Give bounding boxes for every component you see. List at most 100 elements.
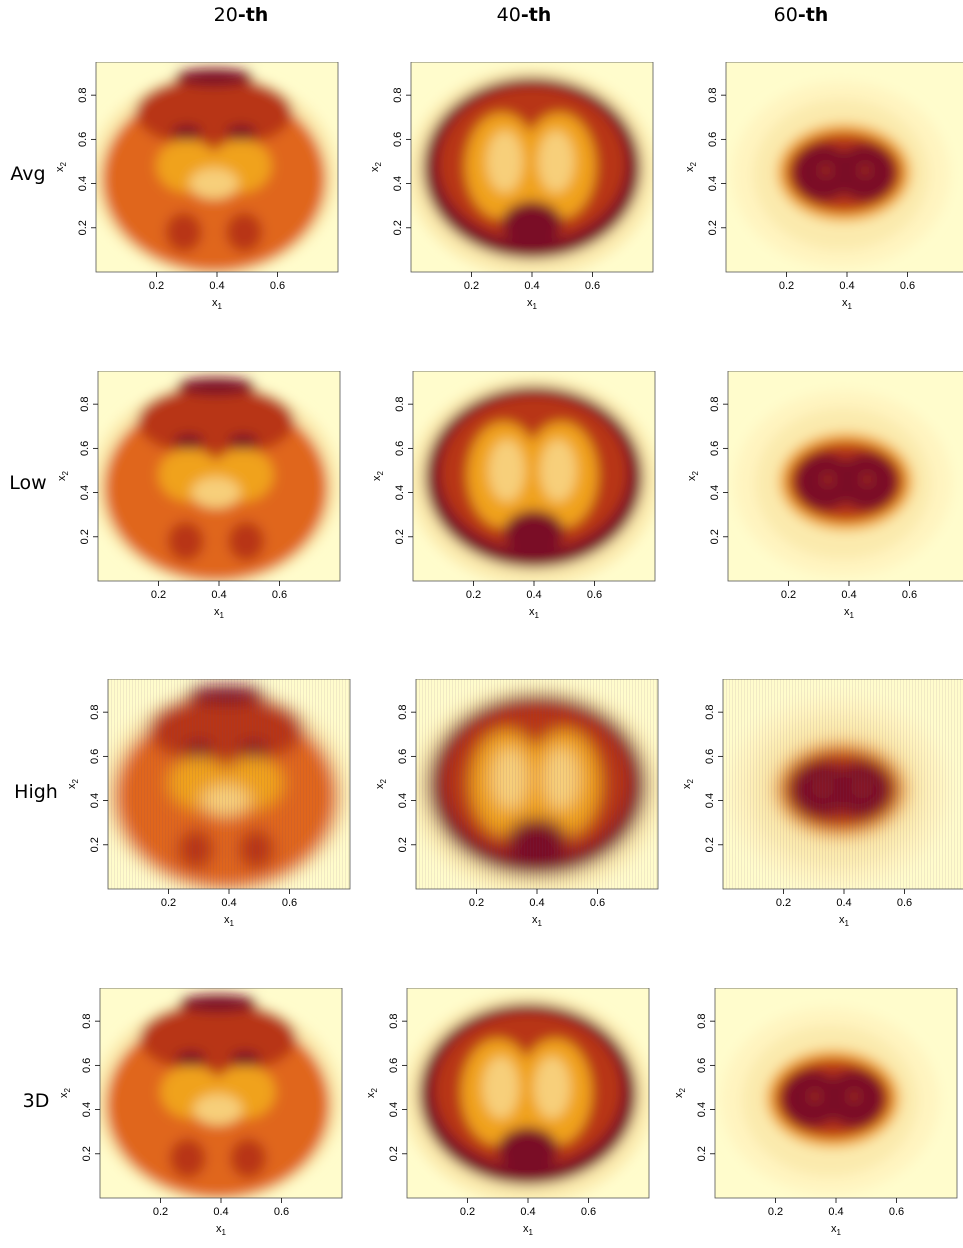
left-core	[488, 439, 525, 502]
row-label-avg: Avg	[10, 163, 46, 185]
x-tick-label: 0.6	[581, 1206, 596, 1218]
x-axis-subscript: 1	[538, 919, 543, 928]
y-tick-label: 0.2	[394, 529, 406, 544]
left-spot	[823, 474, 833, 484]
x-tick-label: 0.4	[841, 589, 856, 601]
heatmap-panel-avg-40: 0.2 0.4 0.6 0.2 0.4 0.6 0.8 x1 x2	[369, 62, 654, 311]
x-tick-label: 0.2	[768, 1206, 783, 1218]
heatmap-panel-low-20: 0.2 0.4 0.6 0.2 0.4 0.6 0.8 x1 x2	[56, 371, 341, 620]
top-dark	[178, 994, 258, 1013]
column-header-num: 40	[496, 4, 521, 26]
x-tick-label: 0.4	[524, 280, 539, 292]
x-tick-label: 0.4	[211, 589, 226, 601]
x-axis-label: x1	[214, 606, 225, 620]
y-tick-label: 0.6	[707, 132, 719, 147]
row-label-3d: 3D	[22, 1090, 50, 1112]
x-axis-label: x1	[842, 297, 853, 311]
x-tick-label: 0.2	[161, 897, 176, 909]
x-axis-label: x1	[224, 914, 235, 928]
y-axis-label: x2	[681, 778, 695, 789]
right-lower-lobe	[228, 521, 265, 562]
y-axis-subscript: 2	[71, 778, 80, 783]
x-tick-label: 0.4	[526, 589, 541, 601]
x-axis-subscript: 1	[837, 1228, 842, 1237]
y-tick-label: 0.2	[392, 220, 404, 235]
row-label-low: Low	[9, 472, 47, 494]
heatmap-panel-high-60: 0.2 0.4 0.6 0.2 0.4 0.6 0.8 x1 x2	[681, 679, 963, 928]
x-tick-label: 0.2	[460, 1206, 475, 1218]
y-tick-label: 0.4	[696, 1102, 708, 1117]
y-tick-label: 0.8	[79, 397, 91, 412]
x-tick-label: 0.6	[897, 897, 912, 909]
heatmap-panel-low-40: 0.2 0.4 0.6 0.2 0.4 0.6 0.8 x1 x2	[371, 371, 656, 620]
y-tick-label: 0.2	[388, 1146, 400, 1161]
x-tick-label: 0.4	[221, 897, 236, 909]
posterior-dark	[497, 1127, 559, 1172]
y-axis-label: x2	[369, 161, 383, 172]
y-tick-label: 0.4	[397, 793, 409, 808]
y-axis-subscript: 2	[63, 1087, 72, 1092]
y-axis-label: x2	[54, 161, 68, 172]
y-axis-subscript: 2	[59, 161, 68, 166]
y-axis-subscript: 2	[379, 778, 388, 783]
x-tick-label: 0.6	[900, 280, 915, 292]
y-tick-label: 0.8	[709, 397, 721, 412]
heatmap-panel-low-60: 0.2 0.4 0.6 0.2 0.4 0.6 0.8 x1 x2	[686, 371, 963, 620]
left-core	[486, 130, 523, 193]
x-tick-label: 0.2	[779, 280, 794, 292]
right-lower-lobe	[226, 212, 263, 253]
x-tick-label: 0.4	[209, 280, 224, 292]
right-core	[538, 130, 575, 193]
x-tick-label: 0.4	[529, 897, 544, 909]
x-axis-label: x1	[831, 1223, 842, 1237]
heatmap-layer	[96, 68, 338, 272]
heatmap-panel-3d-60: 0.2 0.4 0.6 0.2 0.4 0.6 0.8 x1 x2	[673, 988, 958, 1237]
y-axis-subscript: 2	[678, 1087, 687, 1092]
x-axis-label: x1	[212, 297, 223, 311]
y-tick-label: 0.6	[696, 1058, 708, 1073]
y-tick-label: 0.8	[77, 88, 89, 103]
hatch-overlay	[108, 679, 350, 889]
frontal-region	[139, 1003, 297, 1075]
x-axis-label: x1	[839, 914, 850, 928]
y-axis-subscript: 2	[370, 1087, 379, 1092]
y-tick-label: 0.8	[394, 397, 406, 412]
heatmap-layer	[721, 1007, 939, 1194]
x-tick-label: 0.6	[272, 589, 287, 601]
x-tick-label: 0.4	[828, 1206, 843, 1218]
hatch-overlay	[723, 679, 963, 889]
column-header-suffix: -th	[797, 4, 829, 26]
x-tick-label: 0.2	[464, 280, 479, 292]
heatmap-layer	[407, 994, 649, 1198]
y-tick-label: 0.8	[89, 705, 101, 720]
heatmap-layer	[734, 390, 952, 577]
x-axis-subscript: 1	[850, 611, 855, 620]
right-spot	[862, 474, 872, 484]
y-axis-label: x2	[686, 470, 700, 481]
center-light	[193, 1094, 243, 1126]
left-core	[482, 1056, 519, 1119]
y-tick-label: 0.2	[89, 837, 101, 852]
top-dark	[174, 68, 254, 87]
right-spot	[860, 165, 870, 175]
y-tick-label: 0.6	[89, 749, 101, 764]
heatmap-layer	[100, 994, 342, 1198]
right-ventricle	[230, 1051, 261, 1067]
x-tick-label: 0.6	[274, 1206, 289, 1218]
x-tick-label: 0.2	[151, 589, 166, 601]
y-tick-label: 0.4	[394, 485, 406, 500]
x-tick-label: 0.6	[902, 589, 917, 601]
heatmap-layer	[411, 68, 653, 272]
x-tick-label: 0.6	[587, 589, 602, 601]
y-tick-label: 0.6	[704, 749, 716, 764]
y-tick-label: 0.8	[696, 1014, 708, 1029]
column-header-num: 20	[213, 4, 238, 26]
x-axis-subscript: 1	[220, 611, 225, 620]
y-axis-label: x2	[684, 161, 698, 172]
y-axis-subscript: 2	[691, 470, 700, 475]
y-tick-label: 0.2	[707, 220, 719, 235]
y-axis-subscript: 2	[61, 470, 70, 475]
heatmap-panel-avg-20: 0.2 0.4 0.6 0.2 0.4 0.6 0.8 x1 x2	[54, 62, 339, 311]
y-axis-subscript: 2	[376, 470, 385, 475]
y-tick-label: 0.8	[81, 1014, 93, 1029]
